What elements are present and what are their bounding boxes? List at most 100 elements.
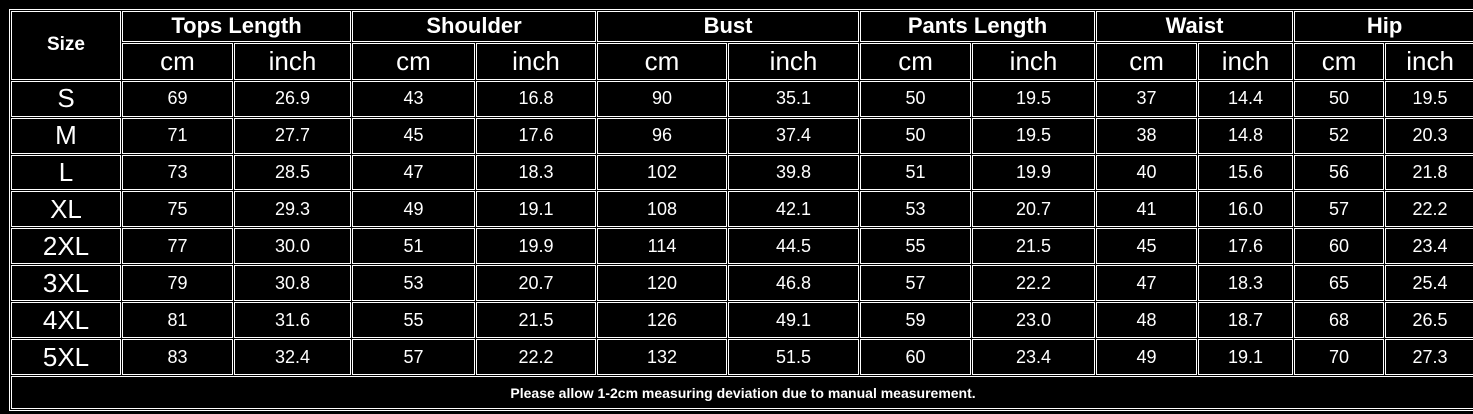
measurement: 35.1 [728,80,860,117]
measurement: 69 [122,80,233,117]
measurement: 28.5 [234,154,352,191]
size-label: 2XL [11,228,121,265]
measurement: 40 [1096,154,1198,191]
unit-header: inch [972,42,1096,80]
measurement: 32.4 [234,339,352,376]
measurement: 81 [122,302,233,339]
measurement: 96 [597,117,728,154]
unit-header: cm [1294,42,1385,80]
unit-header: inch [1385,42,1473,80]
unit-header: inch [728,42,860,80]
measurement: 29.3 [234,191,352,228]
measurement: 14.8 [1198,117,1294,154]
data-row: 4XL 81 31.6 55 21.5 126 49.1 59 23.0 48 18.7 68 26.5 [11,302,1473,339]
measurement: 60 [1294,228,1385,265]
data-row: 5XL 83 32.4 57 22.2 132 51.5 60 23.4 49 19.1 70 27.3 [11,339,1473,376]
measurement: 17.6 [1198,228,1294,265]
measurement: 51 [860,154,972,191]
measurement: 19.5 [972,117,1096,154]
measurement: 30.0 [234,228,352,265]
measurement: 30.8 [234,265,352,302]
size-label: 4XL [11,302,121,339]
measurement: 19.9 [972,154,1096,191]
unit-header: cm [122,42,233,80]
group-header: Bust [597,11,860,42]
measurement: 108 [597,191,728,228]
measurement: 18.3 [476,154,597,191]
measurement: 25.4 [1385,265,1473,302]
measurement: 65 [1294,265,1385,302]
measurement: 55 [860,228,972,265]
measurement: 45 [352,117,476,154]
measurement: 47 [1096,265,1198,302]
measurement: 126 [597,302,728,339]
measurement: 38 [1096,117,1198,154]
header-row: Size Tops Length Shoulder Bust Pants Length W… [11,11,1473,80]
measurement: 55 [352,302,476,339]
measurement: 27.7 [234,117,352,154]
measurement: 17.6 [476,117,597,154]
data-row: S 69 26.9 43 16.8 90 35.1 50 19.5 37 14.4 50 19.5 [11,80,1473,117]
measurement: 73 [122,154,233,191]
measurement: 75 [122,191,233,228]
unit-header: cm [352,42,476,80]
measurement: 51.5 [728,339,860,376]
data-row: XL 75 29.3 49 19.1 108 42.1 53 20.7 41 16.0 57 22.2 [11,191,1473,228]
group-header: Shoulder [352,11,597,42]
measurement: 31.6 [234,302,352,339]
measurement: 42.1 [728,191,860,228]
measurement: 77 [122,228,233,265]
measurement: 43 [352,80,476,117]
measurement: 37 [1096,80,1198,117]
measurement: 26.5 [1385,302,1473,339]
measurement: 71 [122,117,233,154]
measurement: 23.4 [1385,228,1473,265]
measurement: 102 [597,154,728,191]
measurement: 27.3 [1385,339,1473,376]
measurement: 57 [352,339,476,376]
measurement: 120 [597,265,728,302]
size-label: L [11,154,121,191]
size-header: Size [11,11,121,80]
measurement: 60 [860,339,972,376]
measurement: 47 [352,154,476,191]
size-chart: Size Tops Length Shoulder Bust Pants Length W… [9,9,1473,411]
unit-header: inch [234,42,352,80]
note-row: Please allow 1-2cm measuring deviation d… [11,376,1473,409]
measurement: 39.8 [728,154,860,191]
measurement: 20.3 [1385,117,1473,154]
data-row: L 73 28.5 47 18.3 102 39.8 51 19.9 40 15.6 56 21.8 [11,154,1473,191]
measurement: 22.2 [476,339,597,376]
measurement: 68 [1294,302,1385,339]
measurement: 83 [122,339,233,376]
measurement: 52 [1294,117,1385,154]
size-label: M [11,117,121,154]
measurement: 49 [352,191,476,228]
unit-header: cm [860,42,972,80]
data-row: 2XL 77 30.0 51 19.9 114 44.5 55 21.5 45 17.6 60 23.4 [11,228,1473,265]
measurement: 132 [597,339,728,376]
measurement: 23.4 [972,339,1096,376]
measurement: 49.1 [728,302,860,339]
measurement: 44.5 [728,228,860,265]
measurement: 56 [1294,154,1385,191]
measurement: 16.8 [476,80,597,117]
measurement: 46.8 [728,265,860,302]
unit-header: inch [1198,42,1294,80]
measurement: 16.0 [1198,191,1294,228]
measurement: 19.5 [1385,80,1473,117]
measurement: 48 [1096,302,1198,339]
measurement: 57 [860,265,972,302]
measurement: 53 [860,191,972,228]
size-label: 3XL [11,265,121,302]
measurement: 23.0 [972,302,1096,339]
measurement: 26.9 [234,80,352,117]
size-table: Size Tops Length Shoulder Bust Pants Length W… [9,9,1473,411]
measurement: 19.1 [1198,339,1294,376]
group-header: Tops Length [122,11,352,42]
measurement: 22.2 [1385,191,1473,228]
measurement: 49 [1096,339,1198,376]
measurement: 50 [1294,80,1385,117]
size-label: XL [11,191,121,228]
